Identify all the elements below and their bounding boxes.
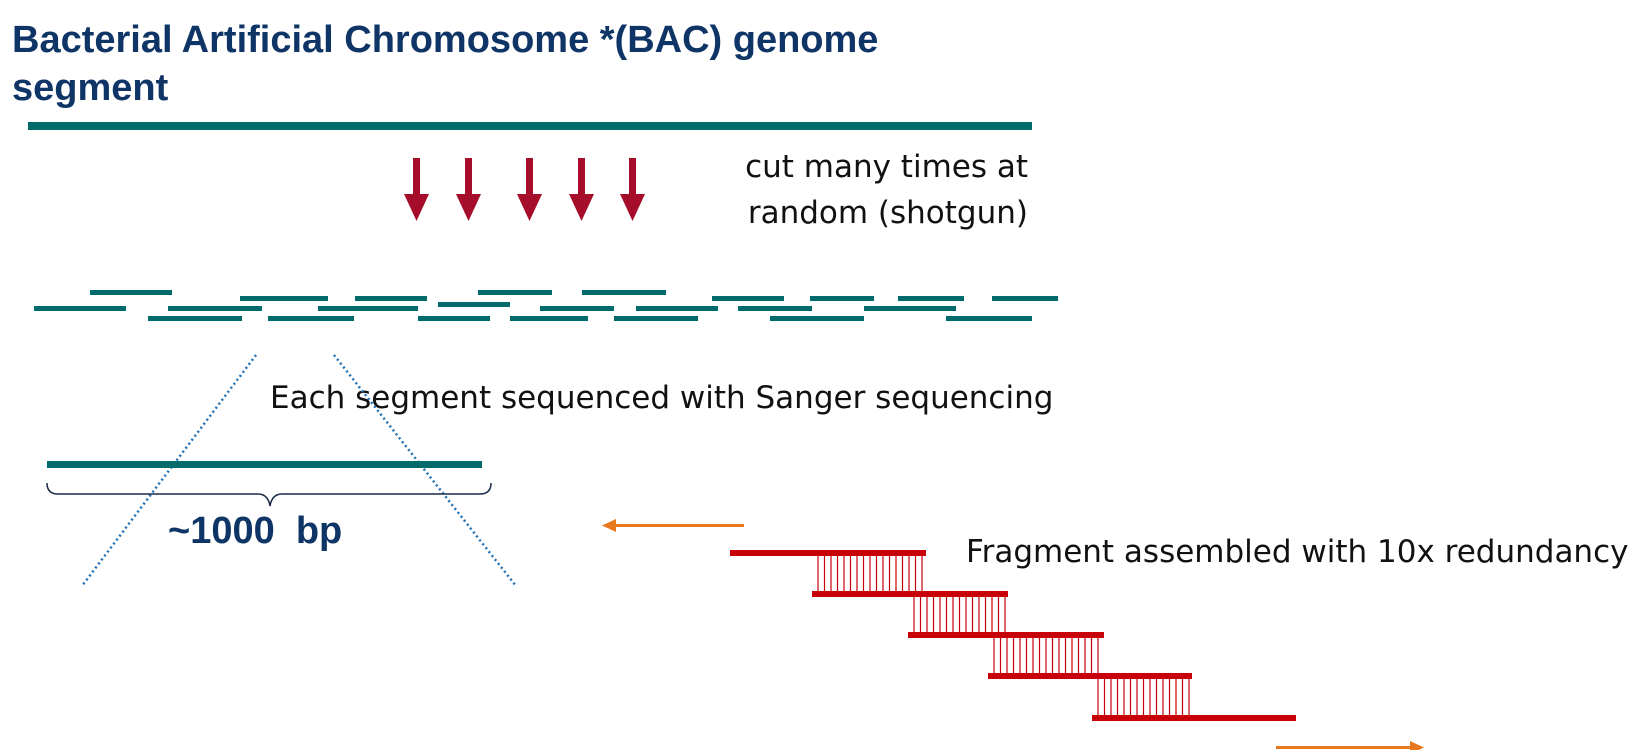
fragment: [510, 316, 588, 321]
fragment: [614, 316, 698, 321]
fragment: [438, 302, 510, 307]
fragment: [168, 306, 262, 311]
fragment: [946, 316, 1032, 321]
cut-arrows: [404, 158, 645, 221]
read: [730, 550, 926, 556]
fragment: [34, 306, 126, 311]
fragment: [738, 306, 812, 311]
segment-length-label: ~1000 bp: [168, 510, 343, 552]
sequenced-label: Each segment sequenced with Sanger seque…: [270, 380, 1054, 416]
read: [988, 673, 1192, 679]
diagram-title: Bacterial Artificial Chromosome *(BAC) g…: [12, 19, 879, 109]
down-arrow-icon: [404, 158, 429, 221]
bac-genome-line: [28, 122, 1032, 130]
read: [908, 632, 1104, 638]
down-arrow-icon: [456, 158, 481, 221]
assembled-label: Fragment assembled with 10x redundancy: [966, 534, 1629, 570]
zoom-line-right: [333, 354, 517, 587]
single-segment: [47, 461, 482, 468]
fragment: [770, 316, 864, 321]
fragment: [240, 296, 328, 301]
fragment: [864, 306, 956, 311]
down-arrow-icon: [620, 158, 645, 221]
fragment: [712, 296, 784, 301]
fragment: [418, 316, 490, 321]
fragment: [636, 306, 718, 311]
fragment: [478, 290, 552, 295]
fragment: [992, 296, 1058, 301]
fragment: [582, 290, 666, 295]
down-arrow-icon: [517, 158, 542, 221]
zoom-line-left: [81, 354, 257, 587]
overlap-rungs: [817, 556, 1190, 715]
right-arrow-icon: [1276, 741, 1424, 750]
fragment: [148, 316, 242, 321]
left-arrow-icon: [602, 519, 744, 532]
fragment: [810, 296, 874, 301]
fragment: [318, 306, 418, 311]
shotgun-fragments: [34, 290, 1058, 321]
down-arrow-icon: [569, 158, 594, 221]
assembled-reads: [730, 550, 1296, 721]
read: [812, 591, 1008, 597]
fragment: [90, 290, 172, 295]
cut-label: cut many times at random (shotgun): [745, 149, 1028, 231]
segment-brace: [46, 482, 492, 507]
fragment: [540, 306, 614, 311]
read: [1092, 715, 1296, 721]
fragment: [268, 316, 354, 321]
fragment: [355, 296, 427, 301]
fragment: [898, 296, 964, 301]
